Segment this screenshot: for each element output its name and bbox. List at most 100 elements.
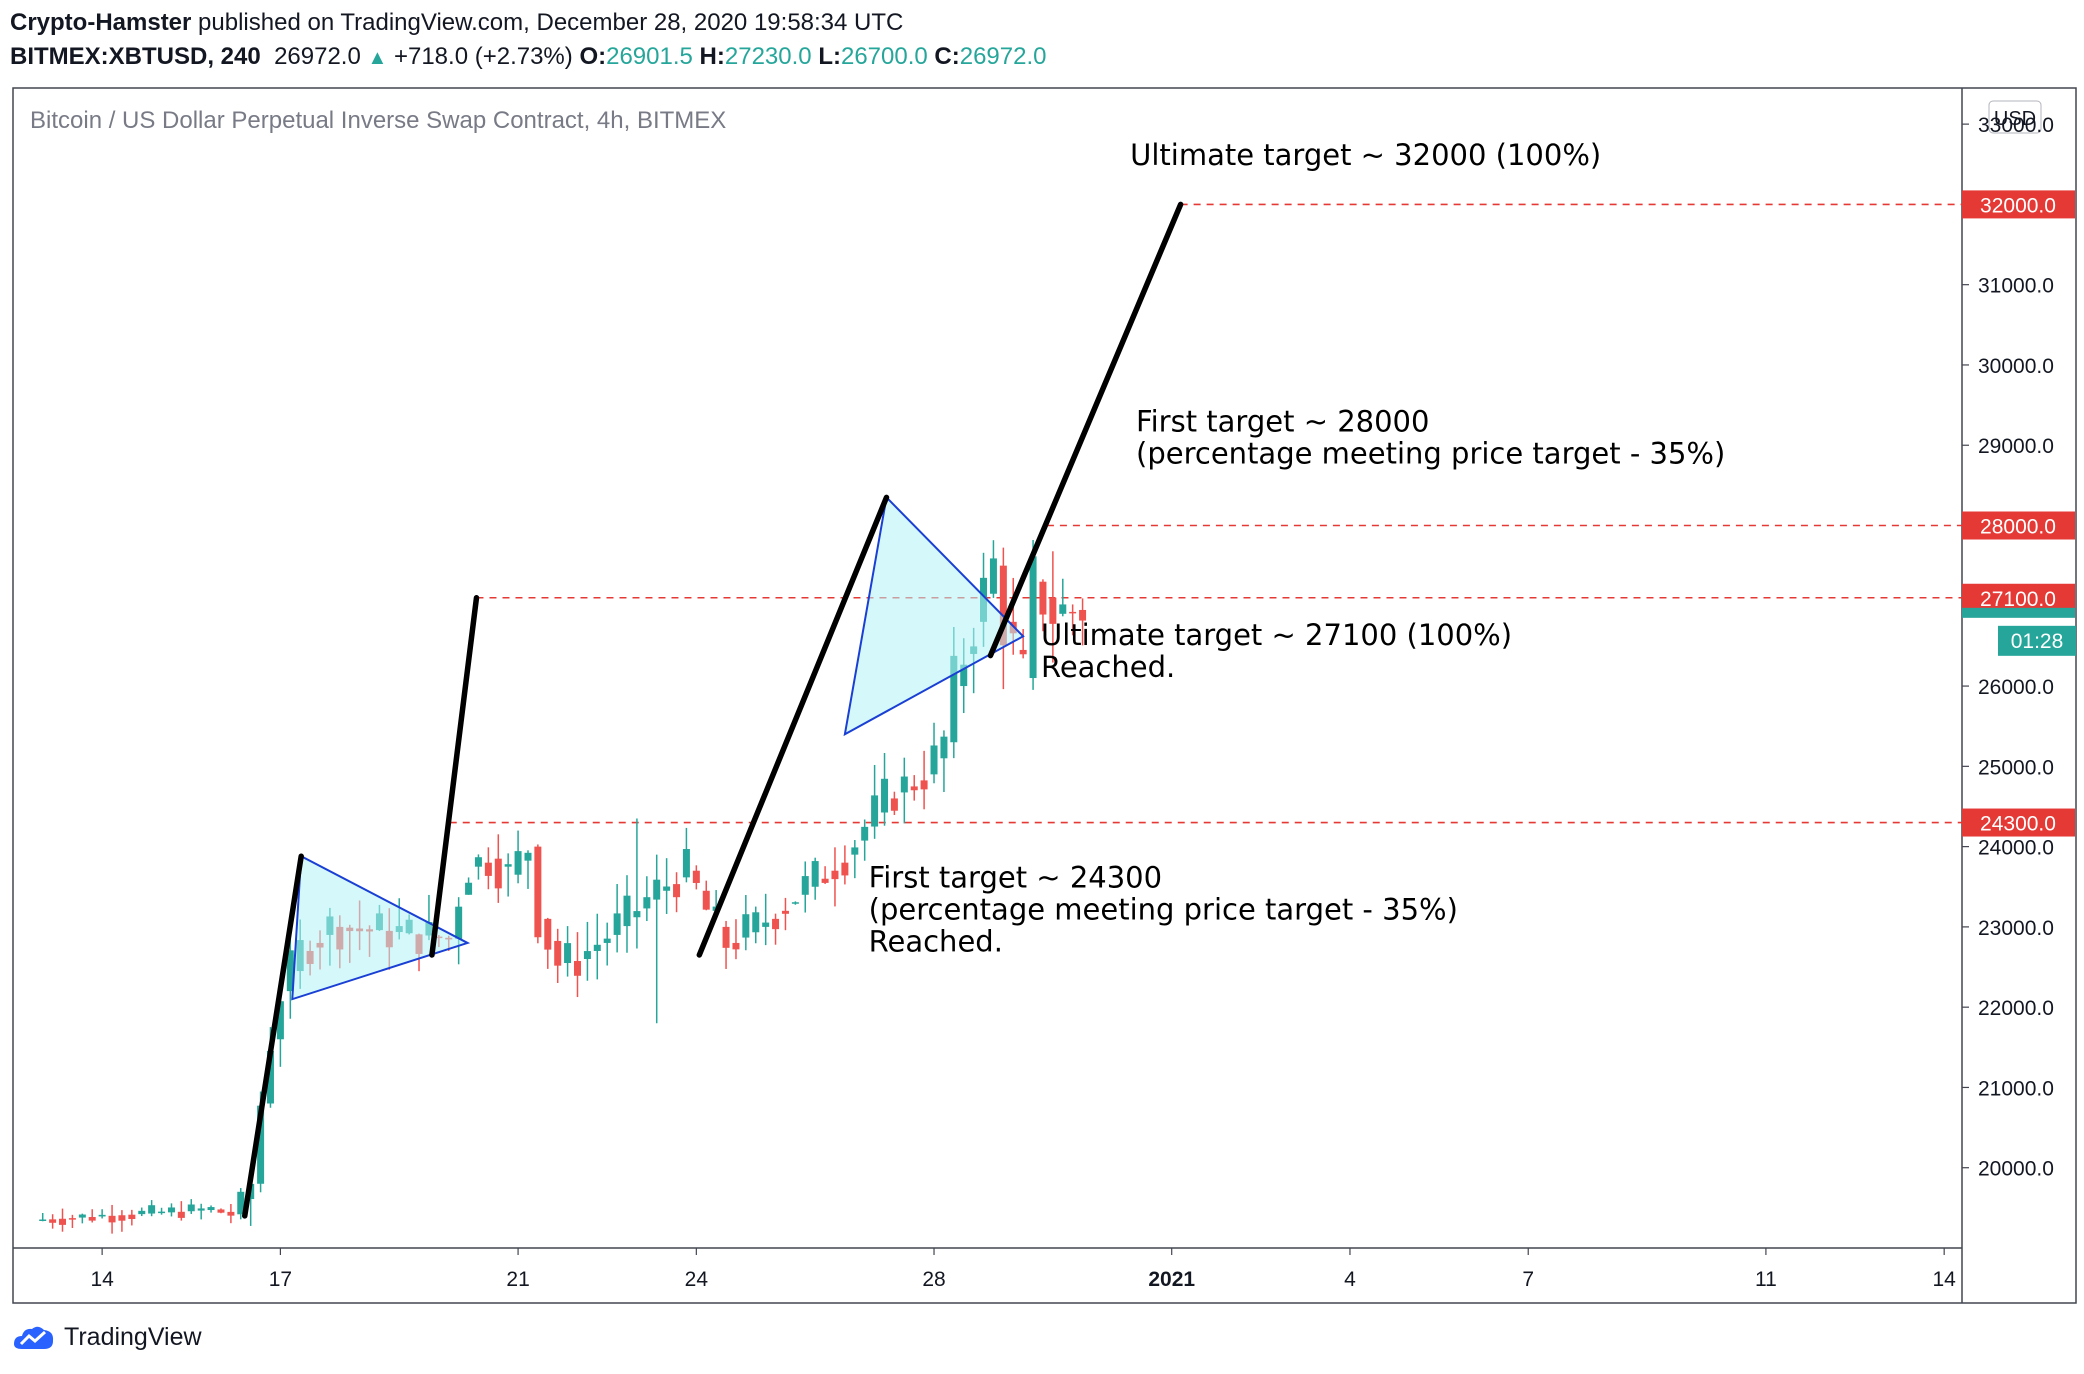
price-tick-label: 20000.0 [1978, 1158, 2054, 1181]
target-price-label: 27100.0 [1980, 588, 2056, 611]
candle-body [989, 558, 997, 594]
candle-body [266, 1050, 274, 1104]
target-price-badge [1962, 190, 2075, 219]
candle-body [623, 895, 631, 927]
annotation-text: Ultimate target ~ 32000 (100%) [1130, 138, 1601, 172]
footer-brand[interactable]: TradingView [12, 1322, 202, 1352]
open-value: 26901.5 [606, 43, 693, 70]
candle-body [128, 1214, 136, 1220]
trend-line [429, 595, 480, 958]
candle-body [465, 882, 473, 895]
candle-body [564, 943, 572, 964]
candle-body [1029, 556, 1037, 679]
chart-frame [12, 87, 2077, 1304]
price-tick-label: 25000.0 [1978, 756, 2054, 779]
candle-body [791, 902, 799, 904]
countdown-badge [1998, 625, 2076, 656]
price-tick-label: 24000.0 [1978, 837, 2054, 860]
candle-body [573, 961, 581, 976]
candle-body [673, 884, 681, 898]
price-change: +718.0 (+2.73%) [393, 43, 573, 70]
candle-body [821, 878, 829, 883]
target-price-badge [1962, 583, 2075, 612]
current-price-marker [1962, 607, 2075, 618]
candle-body [663, 886, 671, 891]
time-tick-label: 17 [269, 1268, 292, 1291]
candle-body [98, 1214, 106, 1217]
candle-body [643, 897, 651, 909]
price-tick-label: 23000.0 [1978, 917, 2054, 940]
target-price-badge [1962, 808, 2075, 837]
candle-body [1069, 611, 1077, 614]
annotation-text: Ultimate target ~ 27100 (100%) [1041, 618, 1512, 652]
candle-body [68, 1218, 76, 1220]
up-arrow-icon: ▲ [367, 47, 388, 69]
price-tick-label: 30000.0 [1978, 355, 2054, 378]
candle-body [1039, 581, 1047, 615]
candle-body [930, 745, 938, 775]
candle-body [762, 922, 770, 927]
candle-body [772, 918, 780, 930]
candle-body [742, 914, 750, 938]
trend-line [241, 853, 304, 1219]
candle-body [237, 1191, 245, 1215]
annotation-text: First target ~ 28000 [1136, 405, 1429, 439]
candle-body [841, 862, 849, 876]
price-tick-label: 33000.0 [1978, 114, 2054, 137]
candle-body [88, 1217, 96, 1221]
candle-body [286, 950, 294, 992]
candle-body [752, 912, 760, 933]
candle-body [514, 851, 522, 875]
candle-body [1079, 609, 1087, 621]
candle-body [544, 918, 552, 950]
candle-body [177, 1211, 185, 1218]
candle-body [653, 879, 661, 900]
candle-body [138, 1210, 146, 1215]
currency-badge[interactable] [1988, 100, 2042, 134]
candle-body [999, 565, 1007, 646]
symbol-label[interactable]: BITMEX:XBTUSD, 240 [10, 43, 261, 70]
candle-body [940, 736, 948, 759]
chart-title: Bitcoin / US Dollar Perpetual Inverse Sw… [30, 107, 726, 134]
pattern-triangle [843, 495, 1025, 737]
candle-body [148, 1205, 156, 1214]
candle-body [593, 944, 601, 951]
candle-body [276, 1001, 284, 1040]
pattern-triangle [291, 854, 471, 1001]
target-price-label: 24300.0 [1980, 813, 2056, 836]
author-name[interactable]: Crypto-Hamster [10, 9, 192, 36]
countdown-label: 01:28 [2011, 630, 2064, 653]
target-price-badge [1962, 511, 2075, 540]
time-tick-label: 14 [90, 1268, 114, 1291]
low-value: 26700.0 [840, 43, 928, 70]
annotation-text: Reached. [869, 925, 1003, 959]
candle-body [118, 1215, 126, 1221]
candle-body [207, 1207, 215, 1211]
candle-body [158, 1211, 166, 1214]
target-price-label: 28000.0 [1980, 516, 2056, 539]
candle-body [831, 870, 839, 880]
candle-body [554, 940, 562, 966]
candle-body [187, 1204, 195, 1212]
annotation-text: (percentage meeting price target - 35%) [1136, 437, 1725, 471]
candle-body [217, 1209, 225, 1213]
candle-body [1019, 649, 1027, 655]
candle-body [197, 1208, 205, 1211]
candle-body [49, 1219, 57, 1223]
candle-body [1059, 604, 1067, 614]
target-price-label: 32000.0 [1980, 194, 2056, 217]
time-tick-label: 28 [922, 1268, 945, 1291]
candle-body [801, 876, 809, 895]
price-tick-label: 31000.0 [1978, 275, 2054, 298]
price-tick-label: 26000.0 [1978, 676, 2054, 699]
time-tick-label: 21 [506, 1268, 529, 1291]
candle-body [455, 906, 463, 939]
annotation-text: (percentage meeting price target - 35%) [869, 893, 1458, 927]
candle-body [583, 951, 591, 960]
high-label: H: [699, 43, 725, 70]
candle-body [722, 926, 730, 948]
candle-body [881, 778, 889, 813]
low-label: L: [818, 43, 841, 70]
candle-body [227, 1211, 235, 1216]
